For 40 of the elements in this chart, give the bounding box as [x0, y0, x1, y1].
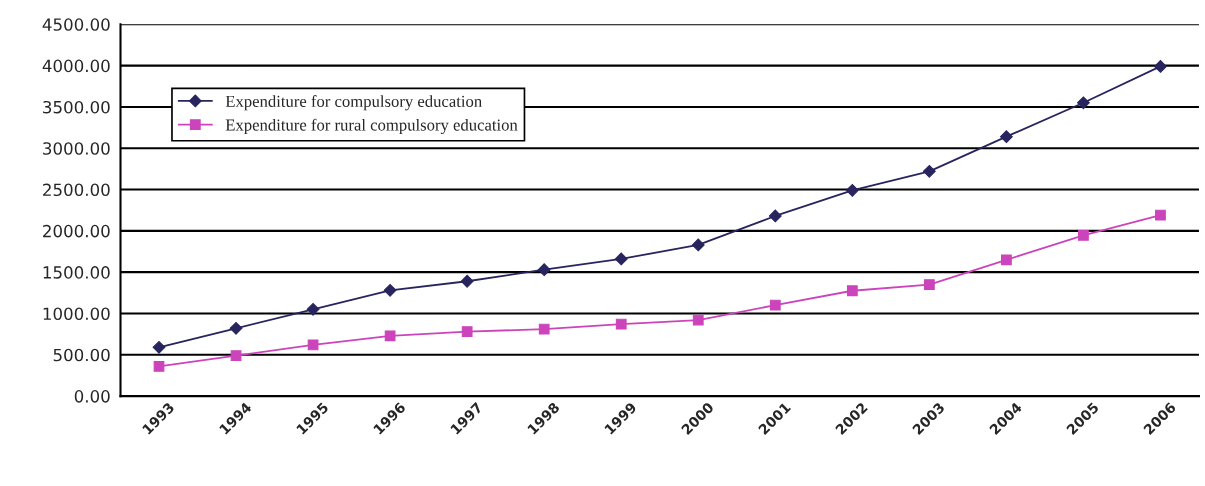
legend-label: Expenditure for rural compulsory education: [225, 118, 518, 135]
point: [383, 283, 397, 297]
point: [460, 274, 474, 288]
y-tick-label: 500.00: [53, 348, 110, 362]
point: [152, 340, 166, 354]
point: [692, 314, 704, 326]
point: [846, 285, 858, 297]
point: [306, 302, 320, 316]
y-tick-label: 4000.00: [42, 59, 110, 73]
point: [307, 339, 319, 351]
point: [384, 330, 396, 342]
point: [923, 279, 935, 290]
y-tick-label: 1500.00: [43, 266, 110, 279]
point: [845, 183, 859, 197]
point: [230, 350, 242, 361]
point: [538, 323, 550, 335]
point: [768, 209, 782, 223]
legend-label: Expenditure for compulsory education: [225, 95, 482, 111]
point: [999, 130, 1013, 144]
y-tick-label: 2000.00: [43, 224, 110, 238]
y-tick-label: 4500.00: [42, 18, 110, 31]
point: [1001, 254, 1012, 266]
point: [461, 326, 473, 338]
point: [537, 263, 551, 277]
y-tick-label: 1000.00: [43, 307, 110, 321]
y-tick-label: 2500.00: [43, 183, 110, 197]
y-tick-label: 3000.00: [43, 142, 110, 155]
point: [1078, 230, 1089, 241]
point: [1154, 60, 1167, 73]
point: [1077, 96, 1090, 110]
point: [615, 318, 627, 330]
point: [769, 299, 781, 311]
point: [1155, 209, 1166, 221]
point: [691, 238, 705, 252]
point: [614, 252, 628, 266]
point: [153, 360, 165, 372]
y-tick-label: 0.00: [74, 390, 110, 403]
y-tick-label: 3500.00: [43, 100, 110, 114]
point: [229, 321, 243, 335]
point: [922, 164, 936, 178]
